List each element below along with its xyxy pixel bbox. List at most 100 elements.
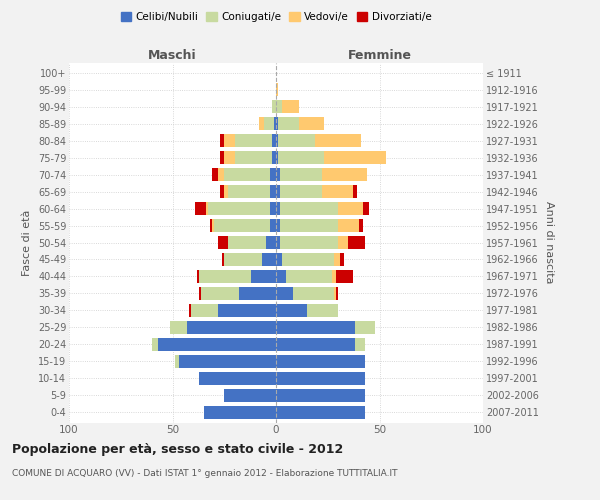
Bar xyxy=(276,304,307,317)
Bar xyxy=(334,287,336,300)
Bar xyxy=(338,202,363,215)
Bar xyxy=(278,134,316,147)
Bar xyxy=(286,270,332,283)
Bar xyxy=(197,270,199,283)
Bar xyxy=(278,151,323,164)
Bar xyxy=(259,117,263,130)
Bar xyxy=(276,372,365,385)
Bar xyxy=(158,338,276,351)
Bar xyxy=(224,185,229,198)
Bar xyxy=(332,270,336,283)
Y-axis label: Fasce di età: Fasce di età xyxy=(22,210,32,276)
Bar xyxy=(322,185,353,198)
Bar xyxy=(251,270,276,283)
Y-axis label: Anni di nascita: Anni di nascita xyxy=(544,201,554,284)
Bar xyxy=(276,134,278,147)
Bar xyxy=(229,236,266,249)
Bar xyxy=(235,151,272,164)
Bar xyxy=(235,134,272,147)
Bar xyxy=(276,168,280,181)
Bar xyxy=(282,253,334,266)
Bar xyxy=(218,236,229,249)
Bar xyxy=(224,388,276,402)
Bar xyxy=(276,270,286,283)
Bar xyxy=(276,100,282,114)
Bar xyxy=(274,117,276,130)
Bar xyxy=(224,168,270,181)
Bar xyxy=(191,304,218,317)
Bar xyxy=(276,406,365,419)
Bar xyxy=(280,185,322,198)
Bar xyxy=(353,185,357,198)
Bar xyxy=(338,219,359,232)
Text: Popolazione per età, sesso e stato civile - 2012: Popolazione per età, sesso e stato civil… xyxy=(12,442,343,456)
Bar xyxy=(276,354,365,368)
Bar xyxy=(220,151,224,164)
Bar xyxy=(203,406,276,419)
Bar xyxy=(187,321,276,334)
Bar xyxy=(175,354,179,368)
Bar xyxy=(282,100,299,114)
Bar xyxy=(224,134,235,147)
Bar xyxy=(355,321,376,334)
Bar xyxy=(270,219,276,232)
Bar xyxy=(280,219,338,232)
Bar xyxy=(152,338,158,351)
Bar xyxy=(170,321,187,334)
Bar xyxy=(349,236,365,249)
Bar xyxy=(214,219,270,232)
Bar xyxy=(276,202,280,215)
Bar xyxy=(218,168,224,181)
Bar xyxy=(270,168,276,181)
Bar xyxy=(276,388,365,402)
Bar xyxy=(206,202,208,215)
Bar xyxy=(222,253,224,266)
Bar xyxy=(336,270,353,283)
Bar xyxy=(278,117,299,130)
Bar xyxy=(363,202,369,215)
Bar xyxy=(355,338,365,351)
Text: COMUNE DI ACQUARO (VV) - Dati ISTAT 1° gennaio 2012 - Elaborazione TUTTITALIA.IT: COMUNE DI ACQUARO (VV) - Dati ISTAT 1° g… xyxy=(12,469,398,478)
Bar xyxy=(276,338,355,351)
Bar xyxy=(276,117,278,130)
Bar xyxy=(276,287,293,300)
Bar xyxy=(199,372,276,385)
Bar xyxy=(272,100,276,114)
Bar xyxy=(338,236,349,249)
Bar xyxy=(212,219,214,232)
Bar xyxy=(322,168,367,181)
Bar xyxy=(276,321,355,334)
Bar xyxy=(202,287,239,300)
Bar xyxy=(270,185,276,198)
Bar xyxy=(218,304,276,317)
Bar xyxy=(263,117,274,130)
Text: Maschi: Maschi xyxy=(148,48,197,62)
Bar xyxy=(189,304,191,317)
Bar xyxy=(280,168,322,181)
Bar xyxy=(359,219,363,232)
Text: Femmine: Femmine xyxy=(347,48,412,62)
Bar xyxy=(334,253,340,266)
Bar xyxy=(229,185,270,198)
Bar xyxy=(336,287,338,300)
Bar xyxy=(276,151,278,164)
Bar xyxy=(195,202,206,215)
Bar xyxy=(293,287,334,300)
Bar xyxy=(199,270,251,283)
Bar xyxy=(280,202,338,215)
Bar xyxy=(340,253,344,266)
Bar xyxy=(266,236,276,249)
Bar xyxy=(210,219,212,232)
Bar xyxy=(323,151,386,164)
Bar xyxy=(179,354,276,368)
Bar xyxy=(262,253,276,266)
Bar xyxy=(276,83,278,96)
Bar xyxy=(307,304,338,317)
Legend: Celibi/Nubili, Coniugati/e, Vedovi/e, Divorziati/e: Celibi/Nubili, Coniugati/e, Vedovi/e, Di… xyxy=(116,8,436,26)
Bar xyxy=(270,202,276,215)
Bar xyxy=(272,134,276,147)
Bar xyxy=(220,185,224,198)
Bar xyxy=(276,185,280,198)
Bar xyxy=(299,117,323,130)
Bar xyxy=(276,253,282,266)
